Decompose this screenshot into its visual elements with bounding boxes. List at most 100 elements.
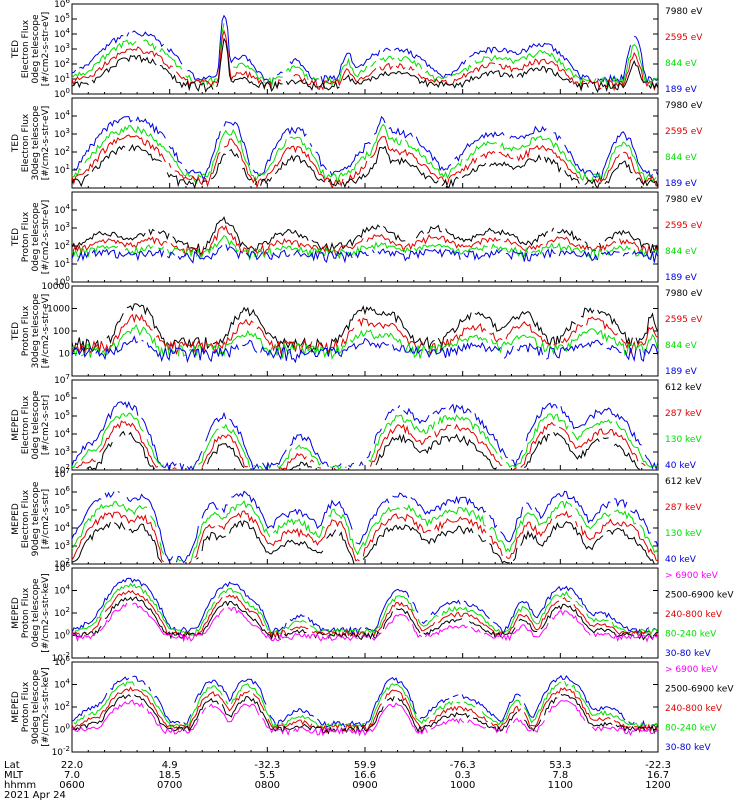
x-tick-label-lat: 4.9	[162, 760, 178, 771]
x-tick-label-lat: 53.3	[549, 760, 571, 771]
x-tick-label-mlt: 18.5	[159, 770, 181, 781]
legend-entry: 30-80 keV	[665, 649, 711, 659]
series-line-magenta	[71, 602, 659, 643]
series-group	[71, 216, 659, 264]
series-line-red	[76, 421, 658, 470]
x-tick-label-lat: -22.3	[645, 760, 671, 771]
y-tick-label: 103	[54, 42, 70, 55]
legend-entry: 30-80 keV	[665, 743, 711, 753]
series-group	[71, 577, 659, 643]
series-line-black	[71, 596, 659, 641]
legend-entry: 7980 eV	[665, 7, 703, 17]
legend-entry: 189 eV	[665, 273, 698, 283]
legend-entry: 287 keV	[665, 503, 702, 513]
legend-entry: 130 keV	[665, 529, 702, 539]
legend-entry: 7980 eV	[665, 101, 703, 111]
x-tick-label-mlt: 16.7	[647, 770, 669, 781]
y-tick-label: 105	[54, 409, 70, 422]
y-tick-label: 107	[54, 373, 70, 386]
panel-frame	[71, 191, 659, 283]
y-tick-label: 104	[54, 427, 70, 440]
y-tick-label: 104	[54, 521, 70, 534]
series-line-red	[71, 225, 659, 257]
legend-entry: 287 keV	[665, 409, 702, 419]
legend-entry: 7980 eV	[665, 195, 703, 205]
x-tick-label-mlt: 7.0	[64, 770, 80, 781]
legend-entry: 80-240 keV	[665, 724, 717, 734]
legend-entry: 844 eV	[665, 247, 698, 257]
x-tick-label-lat: 22.0	[61, 760, 83, 771]
panel-frame	[71, 285, 659, 377]
legend-entry: 189 eV	[665, 179, 698, 189]
y-tick-label: 10	[59, 350, 71, 360]
legend-entry: > 6900 keV	[665, 665, 719, 675]
series-line-green	[71, 235, 659, 261]
x-tick-label-hhmm: 0600	[59, 780, 84, 791]
x-row-label-lat: Lat	[4, 760, 20, 771]
y-tick-label: 10-2	[52, 745, 70, 758]
y-tick-label: 1000	[47, 305, 70, 315]
series-line-blue	[71, 401, 659, 472]
legend-entry: 844 eV	[665, 59, 698, 69]
panel-label: MEPEDProton Flux90deg telescope[#/cm2-s-…	[11, 667, 51, 746]
x-tick-label-mlt: 16.6	[354, 770, 376, 781]
series-line-green	[71, 123, 657, 185]
y-tick-label: 101	[54, 72, 70, 85]
series-group	[71, 115, 659, 190]
y-tick-label: 102	[54, 606, 70, 619]
series-line-black	[71, 143, 659, 190]
y-tick-label: 102	[54, 57, 70, 70]
y-tick-label: 104	[54, 109, 70, 122]
legend-entry: 7980 eV	[665, 289, 703, 299]
y-tick-label: 100	[54, 629, 70, 642]
y-tick-label: 103	[54, 221, 70, 234]
panel-label: MEPEDElectron Flux90deg telescope[#/cm2-…	[11, 481, 51, 556]
y-tick-label: 102	[54, 239, 70, 252]
series-line-green	[71, 500, 659, 564]
x-tick-label-hhmm: 0800	[255, 780, 280, 791]
y-tick-label: 104	[54, 203, 70, 216]
series-line-black	[71, 37, 659, 94]
x-tick-label-mlt: 5.5	[259, 770, 275, 781]
legend-entry: 2595 eV	[665, 221, 703, 231]
legend-entry: 612 keV	[665, 477, 702, 487]
y-tick-label: 100	[54, 87, 70, 100]
y-tick-label: 103	[54, 539, 70, 552]
x-tick-label-mlt: 7.8	[552, 770, 568, 781]
legend-entry: 2500-6900 keV	[665, 591, 734, 601]
legend-entry: 240-800 keV	[665, 610, 723, 620]
x-tick-label-hhmm: 1100	[548, 780, 573, 791]
series-line-blue	[71, 577, 659, 636]
series-line-red	[71, 510, 659, 564]
panel-label: MEPEDProton Flux0deg telescope[#/cm2-s-s…	[11, 573, 51, 652]
x-tick-label-lat: -32.3	[254, 760, 280, 771]
series-line-black	[71, 216, 659, 256]
series-line-magenta	[71, 699, 659, 737]
series-line-blue	[73, 115, 659, 182]
y-tick-label: 106	[54, 485, 70, 498]
x-tick-label-hhmm: 1000	[450, 780, 475, 791]
x-axis-labels: Lat MLT hhmm 2021 Apr 24 22.07.006004.91…	[4, 760, 671, 800]
panel-label: TEDElectron Flux0deg telescope[#/cm2-s-s…	[11, 12, 51, 87]
legend-entry: 2500-6900 keV	[665, 685, 734, 695]
y-tick-label: 104	[54, 27, 70, 40]
y-tick-label: 100	[54, 723, 70, 736]
y-tick-label: 101	[54, 163, 70, 176]
y-tick-label: 105	[54, 503, 70, 516]
panel-frame	[71, 3, 659, 95]
y-tick-label: 104	[54, 584, 70, 597]
x-tick-label-hhmm: 1200	[645, 780, 670, 791]
series-line-green	[71, 412, 659, 471]
series-line-blue	[71, 244, 659, 264]
y-tick-label: 101	[54, 257, 70, 270]
y-tick-label: 106	[54, 0, 70, 10]
legend-entry: 844 eV	[665, 341, 698, 351]
x-tick-label-hhmm: 0900	[352, 780, 377, 791]
y-tick-label: 100	[53, 327, 70, 337]
y-tick-label: 10000	[41, 282, 70, 292]
y-tick-label: 105	[54, 12, 70, 25]
